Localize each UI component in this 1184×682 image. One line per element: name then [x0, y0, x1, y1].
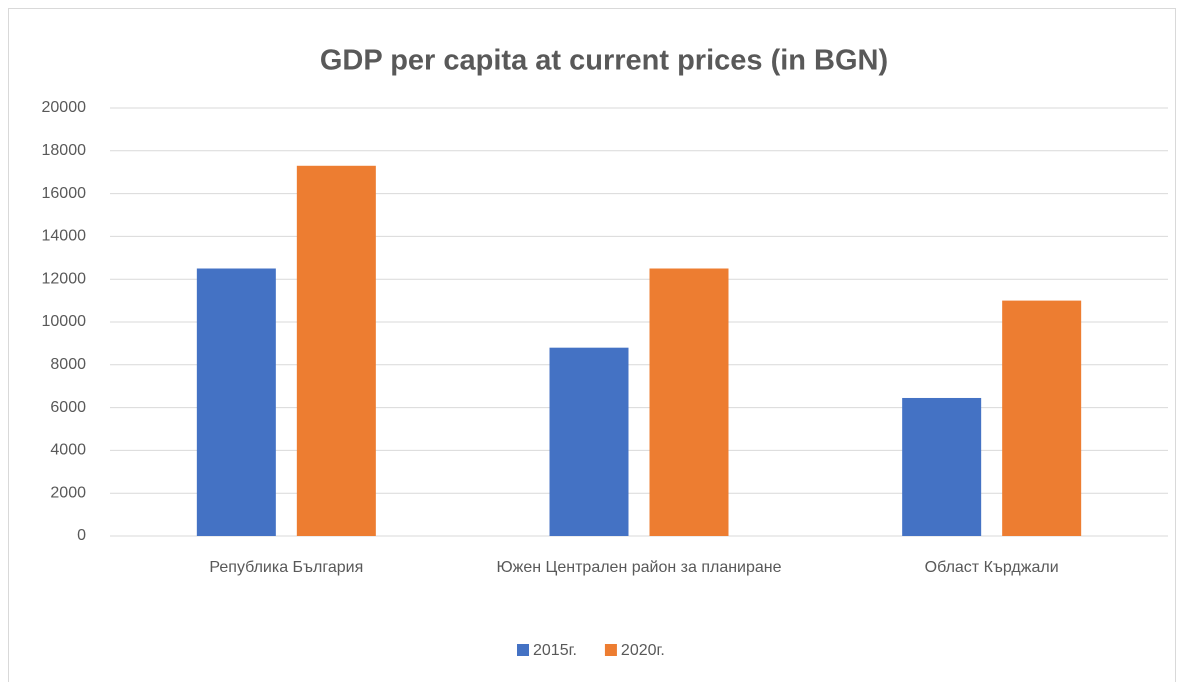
legend-label: 2015г. [533, 642, 577, 659]
x-tick-label-box: Република България [209, 559, 364, 576]
bar [549, 347, 629, 536]
x-tick-label-box: Южен Централен район за планиране [496, 559, 782, 576]
y-tick-label: 16000 [42, 185, 87, 202]
y-tick-label: 12000 [42, 270, 87, 287]
chart-title: GDP per capita at current prices (in BGN… [320, 45, 888, 77]
y-tick-label: 10000 [42, 313, 87, 330]
bar [296, 165, 376, 536]
legend-label: 2020г. [621, 642, 665, 659]
legend-swatch [604, 644, 617, 656]
y-tick-label: 18000 [42, 142, 87, 159]
y-tick-label: 2000 [50, 484, 86, 501]
bar [649, 268, 729, 536]
x-tick-label: Република България [209, 559, 364, 576]
x-tick-label: Южен Централен район за планиране [496, 559, 782, 576]
y-tick-label: 4000 [50, 442, 86, 459]
bar [902, 397, 982, 536]
x-tick-label: Област Кърджали [924, 559, 1059, 576]
y-tick-label: 6000 [50, 399, 86, 416]
bar [1002, 300, 1082, 536]
y-tick-label: 20000 [42, 99, 87, 116]
bar [196, 268, 276, 536]
y-tick-label: 14000 [42, 228, 87, 245]
y-tick-label: 8000 [50, 356, 86, 373]
legend-swatch [517, 644, 529, 656]
y-tick-label: 0 [77, 527, 86, 544]
x-tick-label-box: Област Кърджали [924, 559, 1059, 576]
